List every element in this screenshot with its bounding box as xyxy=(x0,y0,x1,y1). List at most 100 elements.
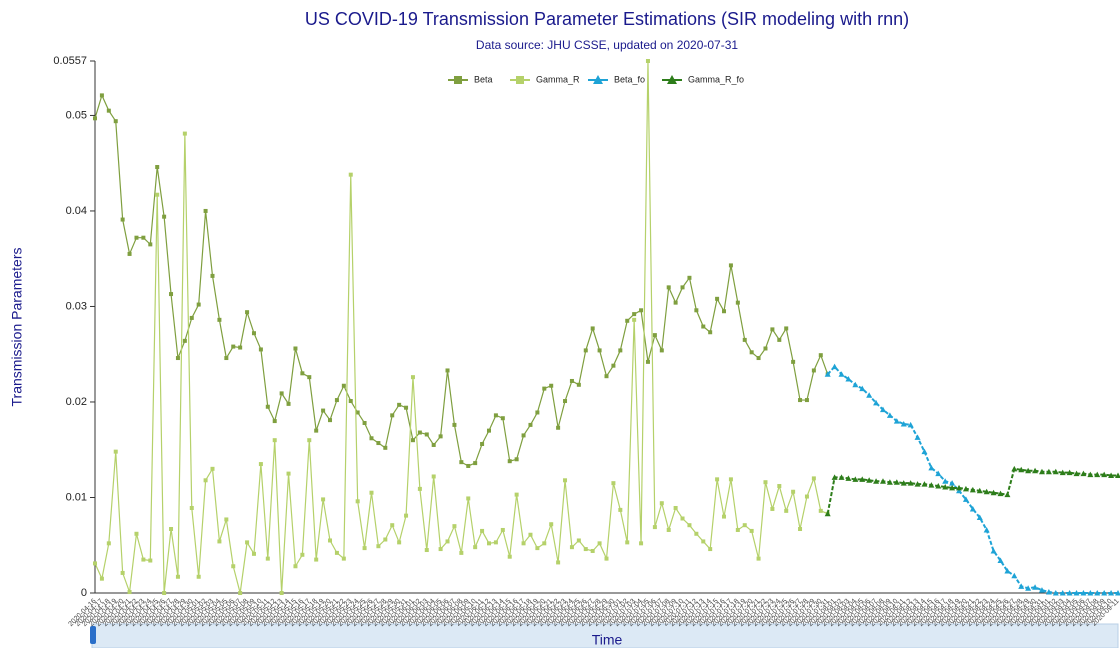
point xyxy=(314,428,319,433)
point xyxy=(245,540,250,545)
point xyxy=(535,546,540,551)
point xyxy=(383,445,388,450)
point xyxy=(735,300,740,305)
point xyxy=(521,541,526,546)
point xyxy=(935,483,942,489)
point xyxy=(763,346,768,351)
point xyxy=(1108,472,1115,479)
point xyxy=(997,490,1004,497)
point xyxy=(652,525,657,530)
point xyxy=(362,546,367,551)
point xyxy=(300,371,305,376)
point xyxy=(1032,467,1039,474)
point xyxy=(666,527,671,532)
point xyxy=(632,312,637,317)
point xyxy=(824,510,831,517)
series xyxy=(93,59,830,595)
point xyxy=(576,538,581,543)
point xyxy=(715,477,720,482)
point xyxy=(1108,590,1115,596)
point xyxy=(1059,590,1066,596)
point xyxy=(466,463,471,468)
point xyxy=(845,475,852,481)
point xyxy=(410,438,415,443)
point xyxy=(756,556,761,561)
point xyxy=(459,550,464,555)
point xyxy=(990,547,997,554)
point xyxy=(569,545,574,550)
point xyxy=(1073,470,1080,477)
point xyxy=(928,464,935,471)
point xyxy=(341,556,346,561)
point xyxy=(576,382,581,387)
point xyxy=(742,337,747,342)
point xyxy=(265,404,270,409)
point xyxy=(1115,472,1120,479)
point xyxy=(397,402,402,407)
point xyxy=(701,324,706,329)
point xyxy=(113,449,118,454)
point xyxy=(969,486,976,493)
point xyxy=(597,348,602,353)
point xyxy=(528,422,533,427)
point xyxy=(203,478,208,483)
point xyxy=(369,436,374,441)
point xyxy=(625,318,630,323)
point xyxy=(1045,589,1052,595)
point xyxy=(956,487,963,494)
point xyxy=(521,433,526,438)
point xyxy=(155,192,160,197)
point xyxy=(777,484,782,489)
point xyxy=(859,476,866,482)
point xyxy=(224,356,229,361)
point xyxy=(1025,585,1032,591)
point xyxy=(969,505,976,512)
point xyxy=(507,554,512,559)
point xyxy=(852,476,859,482)
point xyxy=(597,541,602,546)
point xyxy=(728,477,733,482)
point xyxy=(990,489,997,496)
range-handle[interactable] xyxy=(90,626,96,644)
point xyxy=(452,524,457,529)
point xyxy=(784,326,789,331)
point xyxy=(542,541,547,546)
point xyxy=(756,356,761,361)
legend-marker xyxy=(516,76,524,84)
point xyxy=(376,441,381,446)
point xyxy=(893,479,900,485)
point xyxy=(1066,590,1073,596)
point xyxy=(162,591,167,595)
point xyxy=(618,507,623,512)
point xyxy=(231,344,236,349)
point xyxy=(859,385,866,392)
point xyxy=(348,399,353,404)
point xyxy=(169,527,174,532)
point xyxy=(500,527,505,532)
point xyxy=(563,399,568,404)
point xyxy=(798,527,803,532)
point xyxy=(245,310,250,315)
point xyxy=(962,485,969,492)
point xyxy=(1004,568,1011,574)
point xyxy=(99,576,104,581)
point xyxy=(1052,590,1059,596)
point xyxy=(770,327,775,332)
point xyxy=(286,401,291,406)
point xyxy=(956,484,963,491)
point xyxy=(175,356,180,361)
point xyxy=(824,371,831,377)
point xyxy=(445,368,450,373)
point xyxy=(127,251,132,256)
point xyxy=(231,564,236,569)
point xyxy=(666,285,671,290)
y-tick-label: 0.03 xyxy=(66,300,87,312)
point xyxy=(404,405,409,410)
chart-subtitle: Data source: JHU CSSE, updated on 2020-0… xyxy=(476,38,738,52)
point xyxy=(886,412,893,418)
point xyxy=(1115,590,1120,596)
point xyxy=(962,496,969,502)
point xyxy=(659,348,664,353)
point xyxy=(735,527,740,532)
